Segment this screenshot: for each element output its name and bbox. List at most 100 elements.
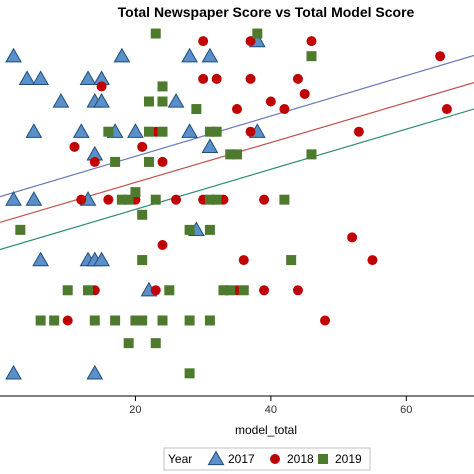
point-2018	[245, 36, 256, 47]
point-2018	[150, 285, 161, 296]
point-2018	[211, 73, 222, 84]
point-2019	[157, 315, 168, 326]
point-2018	[62, 315, 73, 326]
point-2017	[93, 93, 110, 108]
point-2019	[143, 96, 154, 107]
point-2019	[218, 285, 229, 296]
legend-label-2017: 2017	[228, 452, 255, 466]
point-2019	[143, 126, 154, 137]
point-2019	[157, 126, 168, 137]
point-2019	[137, 255, 148, 266]
point-2018	[198, 36, 209, 47]
point-2019	[150, 338, 161, 349]
point-2019	[238, 285, 249, 296]
point-2018	[299, 88, 310, 99]
point-2019	[110, 156, 121, 167]
legend-label-2019: 2019	[335, 452, 362, 466]
legend-marker-2019	[318, 454, 328, 464]
point-2018	[292, 73, 303, 84]
series-2019	[15, 28, 317, 379]
legend-items: 2017 2018 2019	[207, 450, 362, 466]
point-2019	[103, 126, 114, 137]
point-2017	[5, 364, 22, 380]
point-2019	[306, 51, 317, 62]
point-2019	[15, 224, 26, 235]
point-2019	[157, 81, 168, 92]
point-2017	[32, 251, 49, 267]
legend-entry-2018: 2018	[270, 452, 314, 466]
point-2017	[18, 70, 36, 85]
point-2019	[89, 315, 100, 326]
point-2019	[191, 104, 202, 115]
point-2019	[49, 315, 60, 326]
point-2019	[306, 149, 317, 160]
point-2017	[86, 364, 104, 380]
point-2019	[211, 194, 222, 205]
legend-marker-2018	[270, 454, 280, 464]
legend-entry-2019: 2019	[318, 452, 362, 466]
point-2019	[62, 285, 73, 296]
legend-marker-2017	[207, 450, 225, 466]
x-tick-label: 40	[265, 404, 277, 416]
series-2017	[5, 32, 266, 380]
point-2018	[137, 141, 148, 152]
x-tick-label: 20	[129, 404, 141, 416]
legend-label-2018: 2018	[287, 452, 314, 466]
point-2017	[93, 251, 110, 267]
legend-title: Year	[168, 452, 192, 466]
point-2019	[130, 315, 141, 326]
point-2019	[204, 194, 215, 205]
point-2017	[181, 47, 198, 63]
point-2018	[76, 194, 87, 205]
point-2019	[137, 209, 148, 220]
point-2019	[225, 285, 236, 296]
x-tick-label: 60	[400, 404, 412, 416]
point-2019	[110, 315, 121, 326]
point-2019	[286, 255, 297, 266]
point-2017	[5, 191, 22, 206]
point-2019	[204, 315, 215, 326]
point-2017	[32, 70, 49, 85]
point-2018	[367, 255, 378, 266]
point-2017	[52, 93, 70, 108]
point-2019	[35, 315, 46, 326]
point-2017	[72, 123, 90, 138]
point-2018	[238, 255, 249, 266]
point-2018	[198, 73, 209, 84]
point-2018	[245, 126, 256, 137]
point-2019	[232, 149, 242, 160]
point-2017	[25, 191, 43, 206]
point-2017	[79, 70, 97, 85]
legend: Year 2017 2018 2019	[163, 447, 371, 471]
point-2018	[157, 156, 168, 167]
point-2019	[184, 315, 195, 326]
point-2019	[252, 28, 263, 39]
point-2018	[292, 285, 303, 296]
point-2018	[96, 81, 107, 92]
point-2018	[441, 104, 452, 115]
point-2019	[184, 224, 195, 235]
point-2018	[103, 194, 114, 205]
point-2019	[130, 187, 141, 198]
point-2017	[201, 47, 219, 63]
fit-line-1	[0, 54, 474, 198]
point-2019	[184, 368, 195, 379]
point-2018	[232, 104, 242, 115]
point-2018	[259, 285, 270, 296]
point-2018	[306, 36, 317, 47]
point-2017	[25, 123, 43, 138]
point-2017	[113, 47, 131, 63]
point-2019	[211, 126, 222, 137]
x-axis-label: model_total	[235, 423, 297, 437]
chart-title: Total Newspaper Score vs Total Model Sco…	[118, 4, 415, 20]
point-2019	[116, 194, 127, 205]
point-2019	[150, 194, 161, 205]
point-2017	[181, 123, 198, 138]
point-2019	[164, 285, 175, 296]
point-2019	[150, 28, 161, 39]
point-2018	[279, 104, 290, 115]
point-2019	[123, 338, 134, 349]
point-2018	[259, 194, 270, 205]
point-2018	[89, 156, 100, 167]
